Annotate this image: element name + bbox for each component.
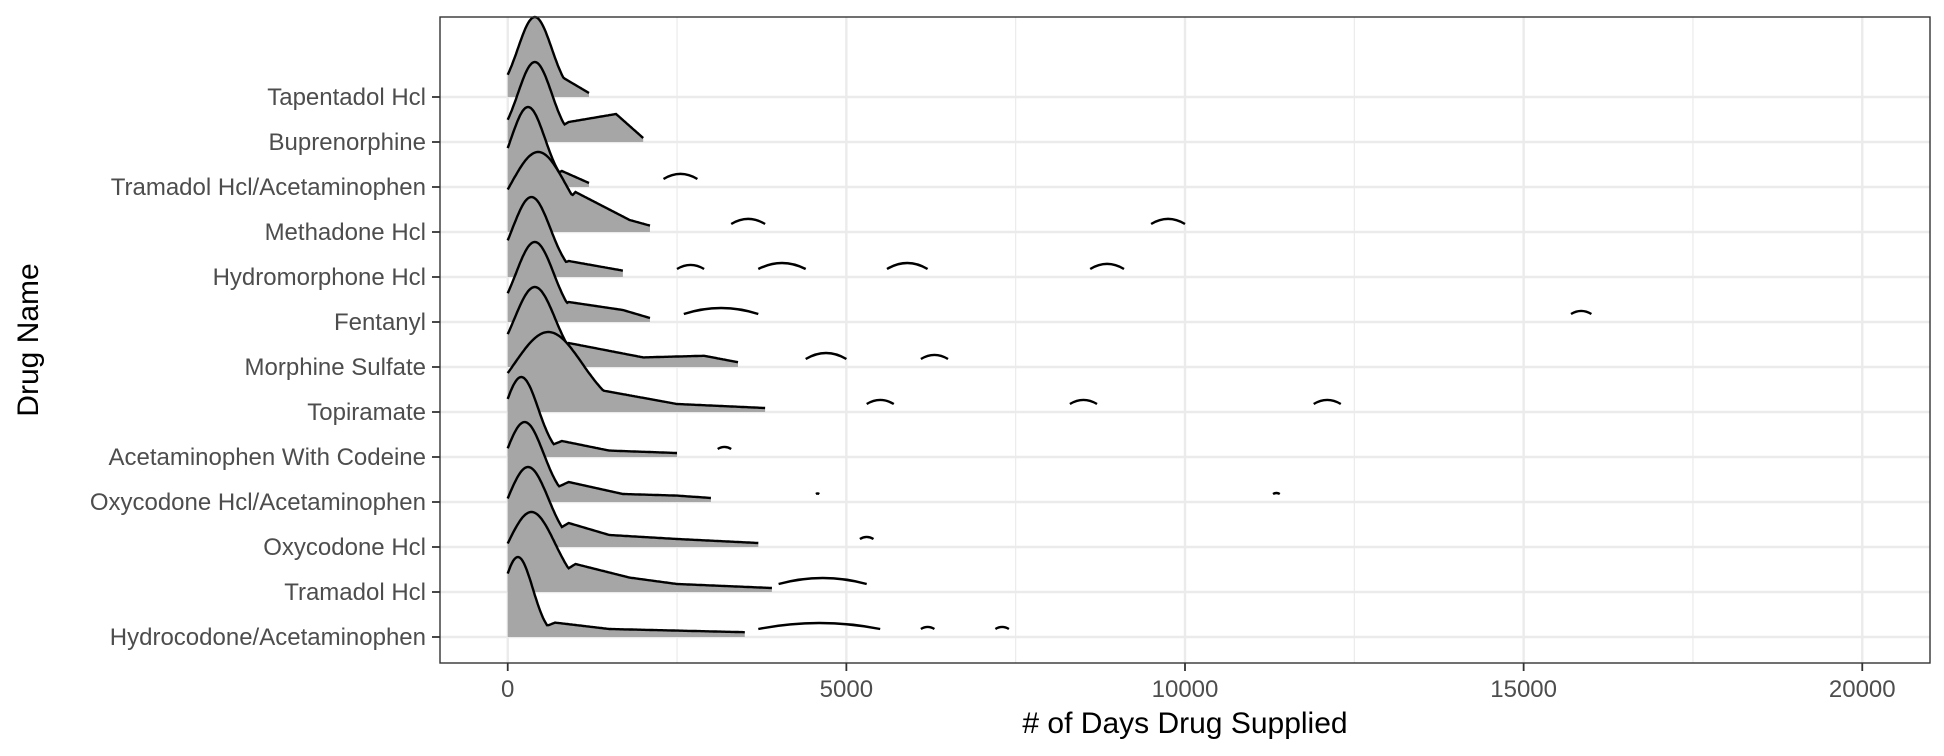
ridge-outlier-segment: [920, 353, 949, 361]
grid-lines: [440, 17, 1930, 663]
y-axis-title: Drug Name: [12, 263, 45, 416]
ridge-2: [506, 465, 875, 547]
y-tick-label: Acetaminophen With Codeine: [108, 444, 426, 471]
ridge-area: [507, 62, 644, 142]
ridge-outlier-segment: [1089, 262, 1125, 271]
y-tick-label: Topiramate: [307, 399, 426, 426]
ridge-outlier-segment: [778, 576, 868, 586]
ridge-line: [506, 510, 772, 590]
ridge-line: [506, 420, 711, 500]
ridges: [506, 15, 1593, 637]
ridge-outlier-segment: [683, 306, 759, 316]
ridge-area: [507, 467, 759, 547]
x-tick-label: 15000: [1490, 676, 1557, 703]
ridge-outlier-segment: [1272, 491, 1281, 496]
ridge-outlier-segment: [805, 351, 848, 361]
ridge-outlier-segment: [859, 535, 875, 541]
ridge-outlier-segment: [815, 492, 820, 496]
y-tick-label: Hydrocodone/Acetaminophen: [110, 624, 426, 651]
ridge-outlier-segment: [717, 445, 732, 451]
y-axis: Hydrocodone/Acetaminophen Tramadol Hcl Oxy…: [90, 84, 440, 651]
y-tick-label: Buprenorphine: [269, 129, 426, 156]
ridge-outlier-segment: [676, 263, 705, 271]
y-tick-label: Oxycodone Hcl/Acetaminophen: [90, 489, 426, 516]
ridge-outlier-segment: [994, 625, 1010, 631]
ridge-area: [507, 512, 772, 592]
y-tick-label: Morphine Sulfate: [245, 354, 426, 381]
ridge-outlier-segment: [757, 261, 807, 271]
ridge-outlier-segment: [662, 172, 699, 181]
x-axis-title: # of Days Drug Supplied: [1022, 707, 1347, 740]
ridge-line: [506, 330, 766, 410]
ridge-line: [506, 15, 590, 95]
x-axis: 0 5000 10000 15000 20000: [501, 663, 1896, 703]
ridge-line: [506, 465, 759, 545]
ridge-5: [506, 330, 1342, 412]
ridge-line: [506, 555, 745, 634]
y-tick-label: Oxycodone Hcl: [263, 534, 426, 561]
y-tick-label: Hydromorphone Hcl: [213, 264, 426, 291]
ridge-outlier-segment: [920, 625, 936, 631]
ridge-0: [506, 555, 1010, 637]
y-tick-label: Tramadol Hcl: [284, 579, 426, 606]
ridge-line: [506, 105, 590, 185]
ridge-outlier-segment: [730, 217, 766, 226]
y-tick-label: Fentanyl: [334, 309, 426, 336]
y-tick-label: Tapentadol Hcl: [267, 84, 426, 111]
x-tick-label: 20000: [1829, 676, 1896, 703]
ridge-area: [507, 332, 766, 412]
x-tick-label: 5000: [820, 676, 873, 703]
ridge-line: [506, 375, 677, 455]
y-tick-label: Methadone Hcl: [265, 219, 426, 246]
ridge-outlier-segment: [1313, 398, 1342, 406]
ridge-outlier-segment: [758, 621, 881, 631]
ridge-outlier-segment: [886, 261, 929, 271]
ridge-outlier-segment: [1570, 309, 1593, 316]
ridge-area: [507, 557, 745, 637]
ridge-line: [506, 195, 624, 272]
x-tick-label: 0: [501, 676, 514, 703]
ridge-outlier-segment: [1150, 217, 1186, 226]
ridge-outlier-segment: [1069, 398, 1098, 406]
ridge-line: [506, 285, 739, 364]
ridge-outlier-segment: [866, 398, 895, 406]
ridge-11: [506, 60, 644, 142]
ridge-line: [506, 60, 644, 139]
x-tick-label: 10000: [1152, 676, 1219, 703]
ridge-line: [506, 240, 651, 320]
ridge-1: [506, 510, 868, 592]
y-tick-label: Tramadol Hcl/Acetaminophen: [111, 174, 426, 201]
ridge-line: [506, 150, 651, 227]
